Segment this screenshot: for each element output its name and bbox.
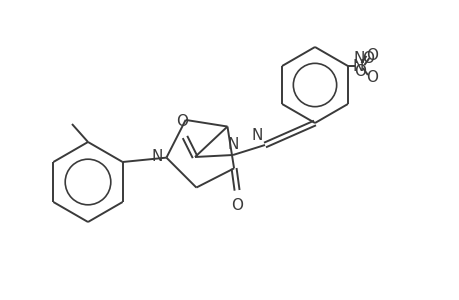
Text: O: O <box>365 47 377 62</box>
Text: N: N <box>352 58 363 74</box>
Text: O: O <box>365 70 377 85</box>
Text: N: N <box>151 149 162 164</box>
Text: O: O <box>176 114 188 129</box>
Text: O: O <box>230 198 242 213</box>
Text: N: N <box>251 128 263 143</box>
Text: N: N <box>227 137 238 152</box>
Text: O: O <box>353 64 365 79</box>
Text: N: N <box>353 50 364 65</box>
Text: O: O <box>361 50 373 65</box>
